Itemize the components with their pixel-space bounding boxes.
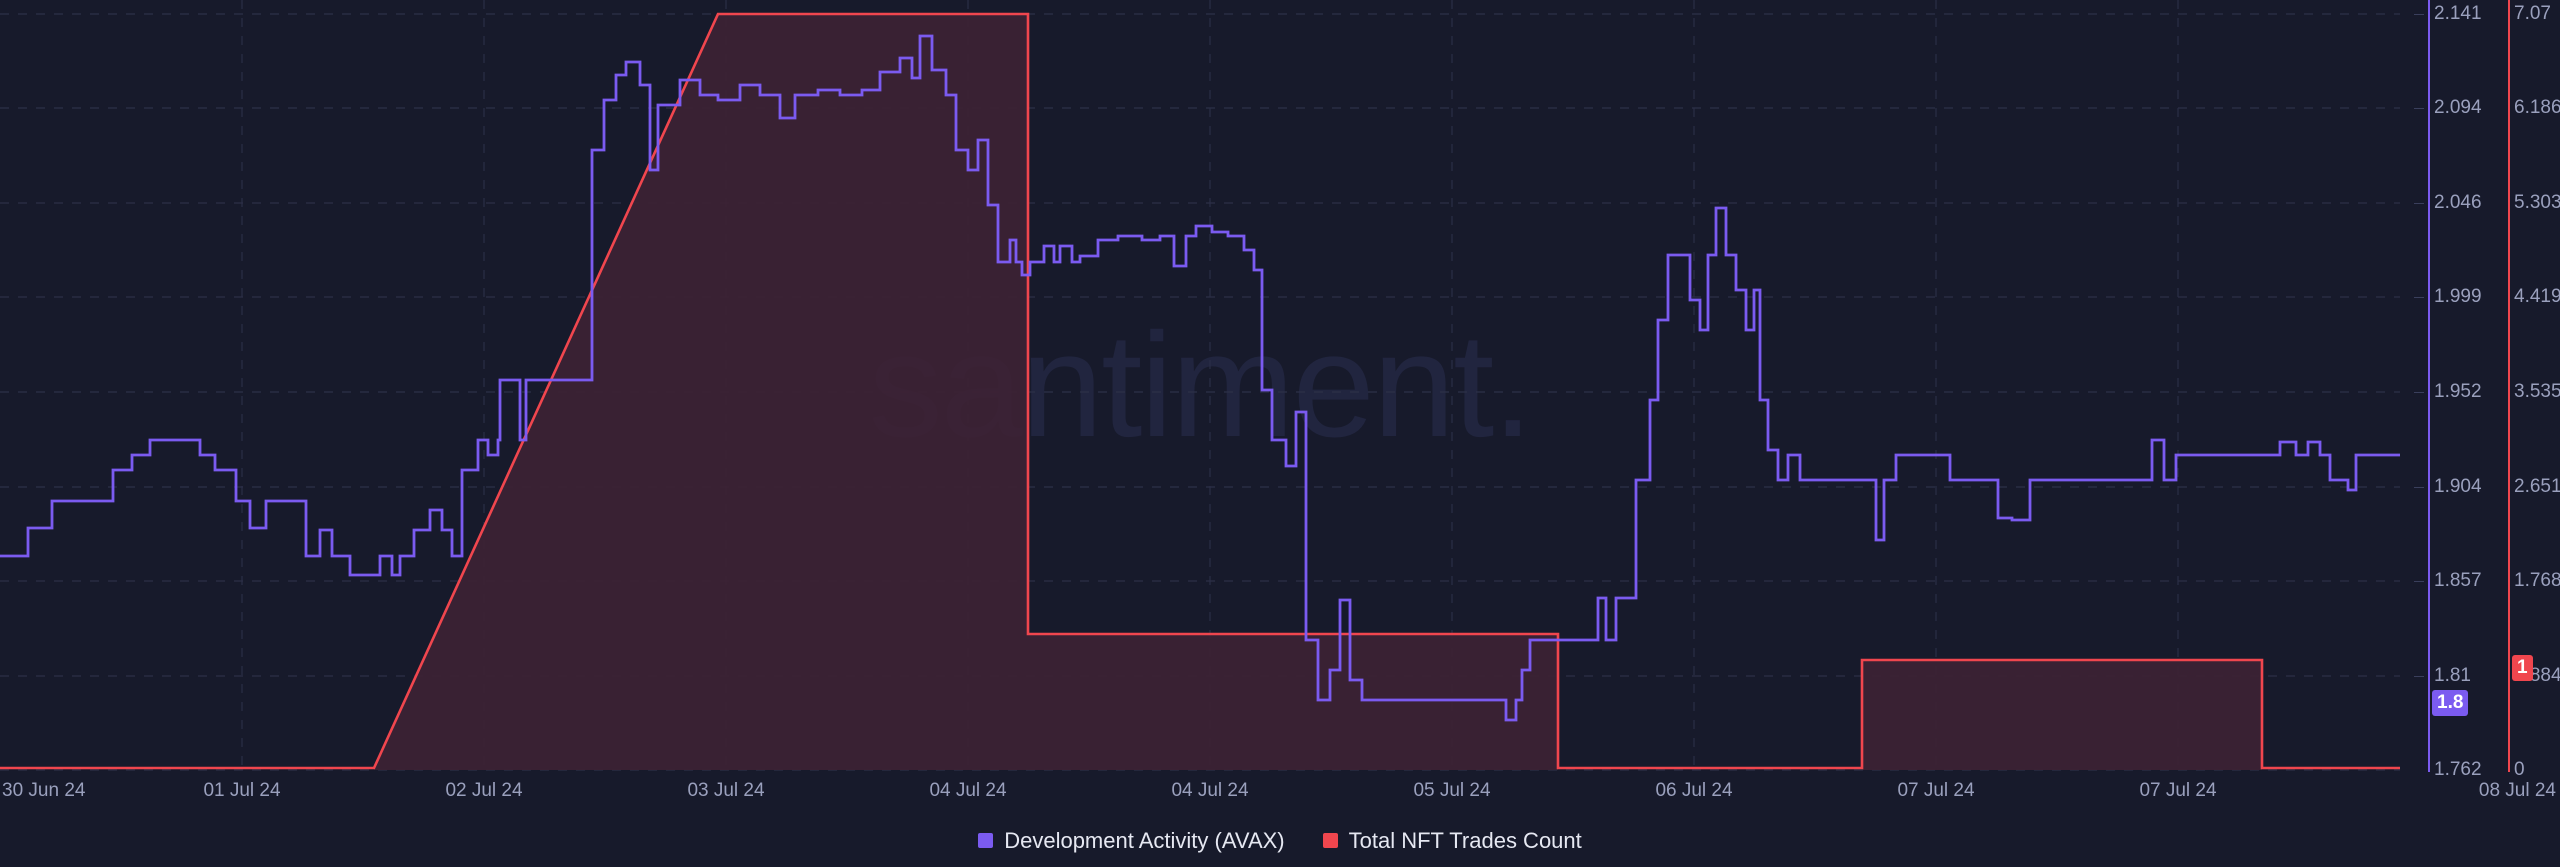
x-tick-8: 07 Jul 24 — [1897, 780, 1975, 801]
axis-tick-nft-3: 4.419 — [2514, 286, 2560, 307]
axis-tick-dev-8: 1.762 — [2434, 759, 2482, 780]
x-tick-9: 07 Jul 24 — [2139, 780, 2217, 801]
x-tick-3: 03 Jul 24 — [687, 780, 765, 801]
axis-tick-dev-1: 2.094 — [2434, 97, 2482, 118]
axis-tick-nft-0: 7.07 — [2514, 3, 2551, 24]
dev-activity-line — [0, 34, 2400, 722]
legend-label-development-activity: Development Activity (AVAX) — [1004, 827, 1285, 853]
axis-tick-dev-7: 1.81 — [2434, 665, 2471, 686]
axis-tick-dev-2: 2.046 — [2434, 192, 2482, 213]
series-total-nft-trades — [0, 12, 2400, 770]
tick-dash — [2414, 581, 2424, 582]
x-tick-2: 02 Jul 24 — [445, 780, 523, 801]
axis-tick-dev-4: 1.952 — [2434, 381, 2482, 402]
x-tick-0: 30 Jun 24 — [2, 780, 86, 801]
legend-swatch-icon — [978, 833, 994, 848]
tick-dash — [2414, 297, 2424, 298]
x-tick-4: 04 Jul 24 — [929, 780, 1007, 801]
axis-tick-nft-6: 1.768 — [2514, 570, 2560, 591]
legend-total-nft-trades[interactable]: Total NFT Trades Count — [1322, 827, 1582, 854]
x-tick-10: 08 Jul 24 — [2478, 780, 2556, 801]
series-development-activity — [0, 34, 2400, 722]
tick-dash — [2414, 203, 2424, 204]
current-value-badge-development-activity[interactable]: 1.8 — [2432, 690, 2469, 716]
axis-tick-dev-5: 1.904 — [2434, 476, 2482, 497]
tick-dash — [2414, 392, 2424, 393]
axis-tick-nft-5: 2.651 — [2514, 476, 2560, 497]
legend-swatch-icon — [1322, 833, 1338, 848]
nft-area-fill — [0, 14, 2400, 770]
plot-area — [0, 0, 2400, 772]
axis-tick-nft-8: 0 — [2514, 759, 2525, 780]
x-axis: 30 Jun 24 01 Jul 24 02 Jul 24 03 Jul 24 … — [0, 772, 2560, 814]
axis-tick-dev-6: 1.857 — [2434, 570, 2482, 591]
x-tick-1: 01 Jul 24 — [203, 780, 281, 801]
axis-tick-dev-3: 1.999 — [2434, 286, 2482, 307]
tick-dash — [2414, 487, 2424, 488]
tick-dash — [2414, 14, 2424, 15]
axis-total-nft-trades — [2508, 0, 2510, 772]
axis-tick-dev-0: 2.141 — [2434, 3, 2482, 24]
x-tick-6: 05 Jul 24 — [1413, 780, 1491, 801]
axis-labels-development-activity: 2.141 2.094 2.046 1.999 1.952 1.904 1.85… — [2434, 0, 2514, 779]
tick-dash — [2414, 676, 2424, 677]
axis-tick-nft-2: 5.303 — [2514, 192, 2560, 213]
legend-label-total-nft-trades: Total NFT Trades Count — [1348, 827, 1582, 853]
legend-development-activity[interactable]: Development Activity (AVAX) — [978, 827, 1285, 854]
tick-dash — [2414, 108, 2424, 109]
axis-development-activity — [2428, 0, 2430, 772]
current-value-badge-total-nft-trades[interactable]: 1 — [2512, 655, 2533, 681]
nft-line — [0, 12, 2400, 770]
x-tick-5: 04 Jul 24 — [1171, 780, 1249, 801]
chart-svg — [0, 0, 2400, 772]
x-tick-7: 06 Jul 24 — [1655, 780, 1733, 801]
axis-tick-nft-4: 3.535 — [2514, 381, 2560, 402]
chart-legend: Development Activity (AVAX) Total NFT Tr… — [0, 814, 2560, 867]
axis-tick-nft-1: 6.186 — [2514, 97, 2560, 118]
